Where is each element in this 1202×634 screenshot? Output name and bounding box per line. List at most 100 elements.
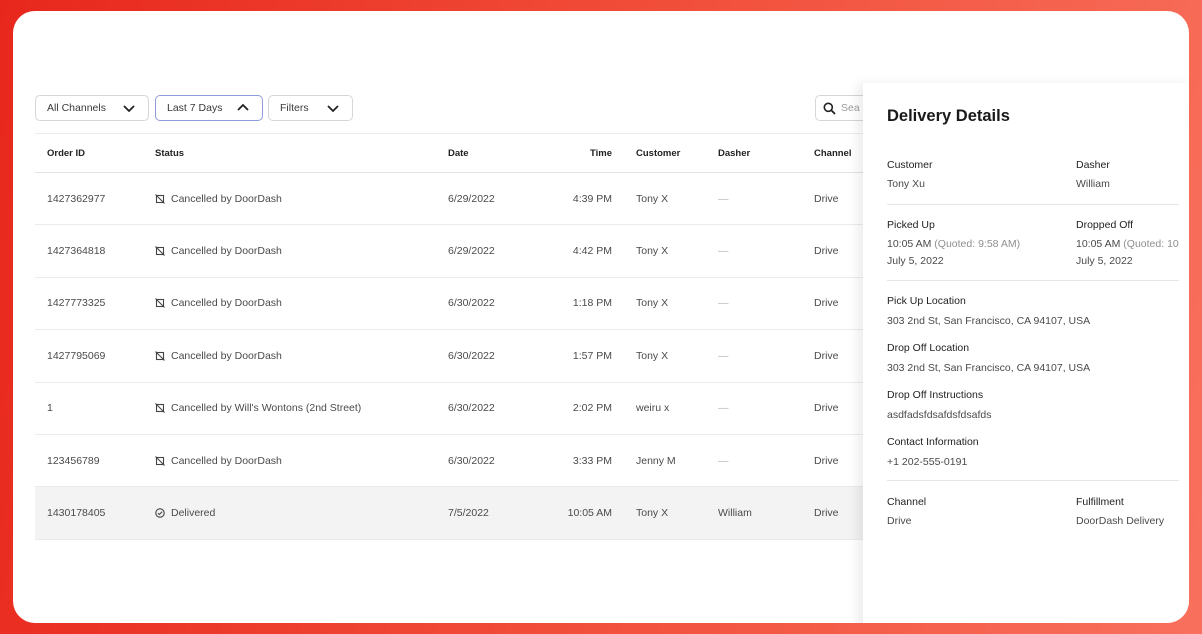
delivery-details-panel: Delivery Details Customer Tony Xu Dasher… [863, 83, 1189, 623]
order-time: 2:02 PM [572, 402, 612, 415]
order-date: 6/29/2022 [448, 245, 495, 258]
dropoff-instructions-label: Drop Off Instructions [887, 389, 984, 401]
dropoff-location-value: 303 2nd St, San Francisco, CA 94107, USA [887, 362, 1091, 374]
header-customer[interactable]: Customer [636, 147, 681, 159]
status-text: Cancelled by Will's Wontons (2nd Street) [171, 402, 362, 415]
channel-name: Drive [814, 402, 839, 415]
dasher-label: Dasher [1076, 159, 1110, 171]
table-row[interactable]: 1427773325 Cancelled by DoorDash 6/30/2022… [35, 278, 863, 331]
header-dasher[interactable]: Dasher [718, 147, 751, 159]
date-range-dropdown[interactable]: Last 7 Days [155, 95, 263, 121]
channel-name: Drive [814, 245, 839, 258]
search-input[interactable]: Sea [815, 95, 875, 121]
cancelled-icon [155, 403, 165, 414]
order-id: 1427364818 [47, 245, 106, 258]
order-date: 6/29/2022 [448, 192, 495, 205]
app-card: All Channels Last 7 Days Filters Sea Ord… [13, 11, 1189, 623]
cancelled-icon [155, 298, 165, 309]
all-channels-dropdown[interactable]: All Channels [35, 95, 149, 121]
order-id: 1 [47, 402, 53, 415]
status-cell: Cancelled by DoorDash [155, 278, 282, 329]
divider [887, 204, 1179, 205]
order-date: 6/30/2022 [448, 454, 495, 467]
dropped-off-date: July 5, 2022 [1076, 255, 1133, 267]
order-time: 10:05 AM [567, 507, 612, 520]
panel-title: Delivery Details [887, 107, 1010, 125]
dropped-off-quoted: (Quoted: 10 [1123, 238, 1179, 250]
dasher-name: — [718, 192, 729, 205]
channel-name: Drive [814, 349, 839, 362]
header-time[interactable]: Time [589, 147, 612, 159]
status-cell: Cancelled by Will's Wontons (2nd Street) [155, 383, 361, 434]
pickup-location-value: 303 2nd St, San Francisco, CA 94107, USA [887, 315, 1091, 327]
search-icon [823, 102, 836, 115]
status-text: Cancelled by DoorDash [171, 245, 282, 258]
chevron-down-icon [327, 105, 339, 113]
order-time: 4:39 PM [572, 192, 612, 205]
status-text: Cancelled by DoorDash [171, 454, 282, 467]
contact-label: Contact Information [887, 436, 979, 448]
order-time: 4:42 PM [572, 245, 612, 258]
header-date[interactable]: Date [448, 147, 469, 159]
order-time: 1:18 PM [572, 297, 612, 310]
customer-value: Tony Xu [887, 178, 925, 190]
fulfillment-label: Fulfillment [1076, 496, 1124, 508]
status-text: Cancelled by DoorDash [171, 297, 282, 310]
table-row[interactable]: 1427364818 Cancelled by DoorDash 6/29/2022… [35, 225, 863, 278]
delivered-check-icon [155, 508, 165, 518]
status-text: Cancelled by DoorDash [171, 349, 282, 362]
order-id: 1427795069 [47, 349, 106, 362]
filters-dropdown[interactable]: Filters [268, 95, 353, 121]
channel-name: Drive [814, 297, 839, 310]
table-row[interactable]: 1 Cancelled by Will's Wontons (2nd Street… [35, 383, 863, 435]
status-text: Delivered [171, 507, 216, 520]
status-cell: Cancelled by DoorDash [155, 435, 282, 486]
header-order-id[interactable]: Order ID [47, 147, 86, 159]
header-status[interactable]: Status [155, 147, 185, 159]
order-id: 1427362977 [47, 192, 106, 205]
channel-label: Channel [887, 496, 927, 508]
order-time: 3:33 PM [572, 454, 612, 467]
dasher-name: — [718, 454, 729, 467]
dropped-off-time-value: 10:05 AM [1076, 238, 1121, 250]
dropped-off-label: Dropped Off [1076, 219, 1134, 231]
order-id: 1430178405 [47, 507, 106, 520]
order-id: 1427773325 [47, 297, 106, 310]
table-row[interactable]: 1427362977 Cancelled by DoorDash 6/29/2022… [35, 173, 863, 226]
divider [887, 480, 1179, 481]
picked-up-time-value: 10:05 AM [887, 238, 932, 250]
order-date: 6/30/2022 [448, 402, 495, 415]
status-cell: Delivered [155, 487, 215, 538]
table-row[interactable]: 1427795069 Cancelled by DoorDash 6/30/2022… [35, 330, 863, 383]
dasher-name: — [718, 402, 729, 415]
header-channel[interactable]: Channel [814, 147, 852, 159]
dropped-off-time: 10:05 AM (Quoted: 10 [1076, 238, 1180, 250]
cancelled-icon [155, 350, 165, 361]
pickup-location-label: Pick Up Location [887, 295, 966, 307]
customer-name: Tony X [636, 192, 669, 205]
dropoff-location-label: Drop Off Location [887, 342, 970, 354]
chevron-down-icon [123, 105, 135, 113]
table-row[interactable]: 1430178405 Delivered 7/5/2022 10:05 AM Tony … [35, 487, 863, 540]
divider [887, 280, 1179, 281]
status-cell: Cancelled by DoorDash [155, 173, 282, 224]
dropoff-instructions-value: asdfadsfdsafdsfdsafds [887, 409, 992, 421]
date-range-label: Last 7 Days [167, 102, 223, 114]
customer-name: Tony X [636, 349, 669, 362]
fulfillment-value: DoorDash Delivery [1076, 515, 1165, 527]
order-id: 123456789 [47, 454, 100, 467]
channel-name: Drive [814, 454, 839, 467]
picked-up-date: July 5, 2022 [887, 255, 944, 267]
order-date: 6/30/2022 [448, 349, 495, 362]
order-date: 6/30/2022 [448, 297, 495, 310]
picked-up-time: 10:05 AM (Quoted: 9:58 AM) [887, 238, 1020, 250]
status-cell: Cancelled by DoorDash [155, 225, 282, 276]
cancelled-icon [155, 193, 165, 204]
filters-label: Filters [280, 102, 309, 114]
dasher-name: William [718, 507, 752, 520]
channel-name: Drive [814, 507, 839, 520]
table-row[interactable]: 123456789 Cancelled by DoorDash 6/30/2022 3… [35, 435, 863, 488]
dasher-name: — [718, 245, 729, 258]
chevron-up-icon [237, 103, 249, 111]
dasher-name: — [718, 297, 729, 310]
